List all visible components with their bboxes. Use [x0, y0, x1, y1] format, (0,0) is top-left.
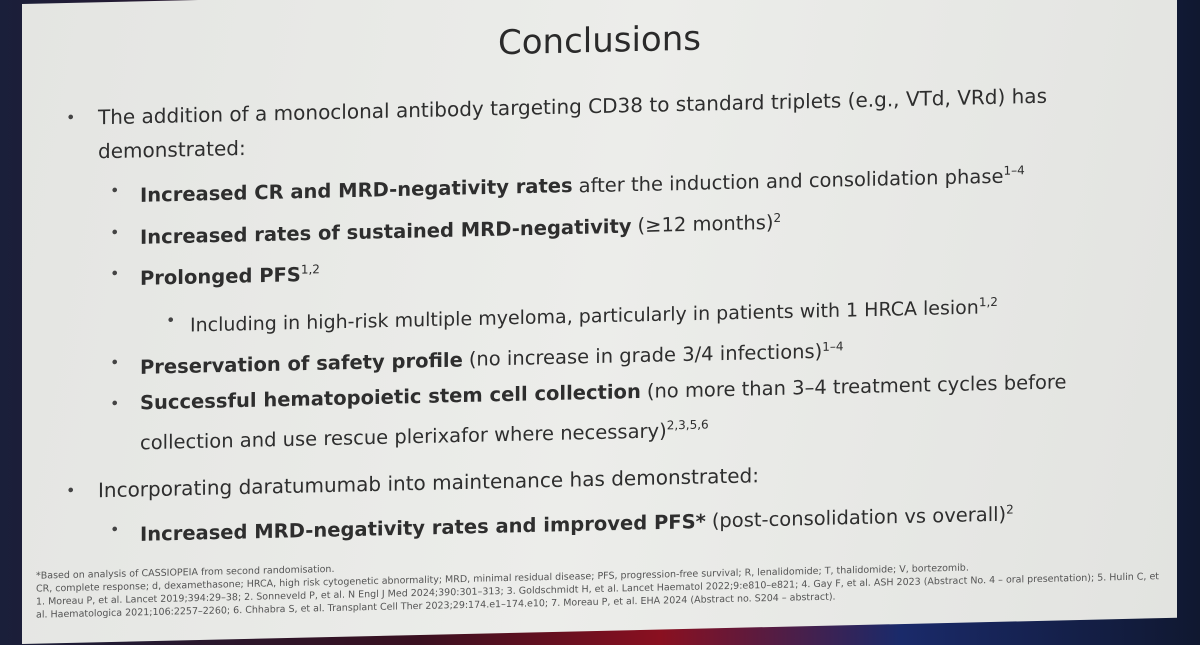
bullet-text: (≥12 months): [637, 210, 774, 238]
reference: 2: [1006, 502, 1014, 517]
bold-text: Preservation of safety profile: [140, 348, 463, 379]
bold-text: Successful hematopoietic stem cell colle…: [140, 380, 641, 415]
reference: 1–4: [1003, 163, 1025, 178]
bold-text: Increased CR and MRD-negativity rates: [140, 174, 573, 207]
reference: 1,2: [300, 262, 320, 277]
bullet-text: Incorporating daratumumab into maintenan…: [98, 463, 759, 503]
main-list: The addition of a monoclonal antibody ta…: [62, 76, 1162, 553]
bold-text: Increased rates of sustained MRD-negativ…: [140, 214, 632, 249]
bullet-item: The addition of a monoclonal antibody ta…: [62, 76, 1162, 462]
bullet-text: (no increase in grade 3/4 infections): [468, 340, 823, 372]
bold-text: Prolonged PFS: [140, 263, 301, 290]
sub-list: Increased CR and MRD-negativity ratesaft…: [62, 150, 1162, 462]
slide: Conclusions The addition of a monoclonal…: [22, 0, 1177, 645]
reference: 2,3,5,6: [666, 417, 709, 433]
bullet-text: The addition of a monoclonal antibody ta…: [98, 83, 1047, 164]
bold-text: Increased MRD-negativity rates and impro…: [140, 509, 706, 546]
bullet-list: The addition of a monoclonal antibody ta…: [62, 76, 1162, 565]
reference: 2: [773, 210, 782, 225]
reference: 1–4: [822, 339, 844, 354]
reference: 1,2: [978, 294, 998, 309]
bullet-text: (post-consolidation vs overall): [711, 502, 1007, 533]
slide-title: Conclusions: [497, 18, 701, 64]
bullet-item: Incorporating daratumumab into maintenan…: [62, 449, 1162, 553]
bullet-text: after the induction and consolidation ph…: [578, 164, 1004, 197]
